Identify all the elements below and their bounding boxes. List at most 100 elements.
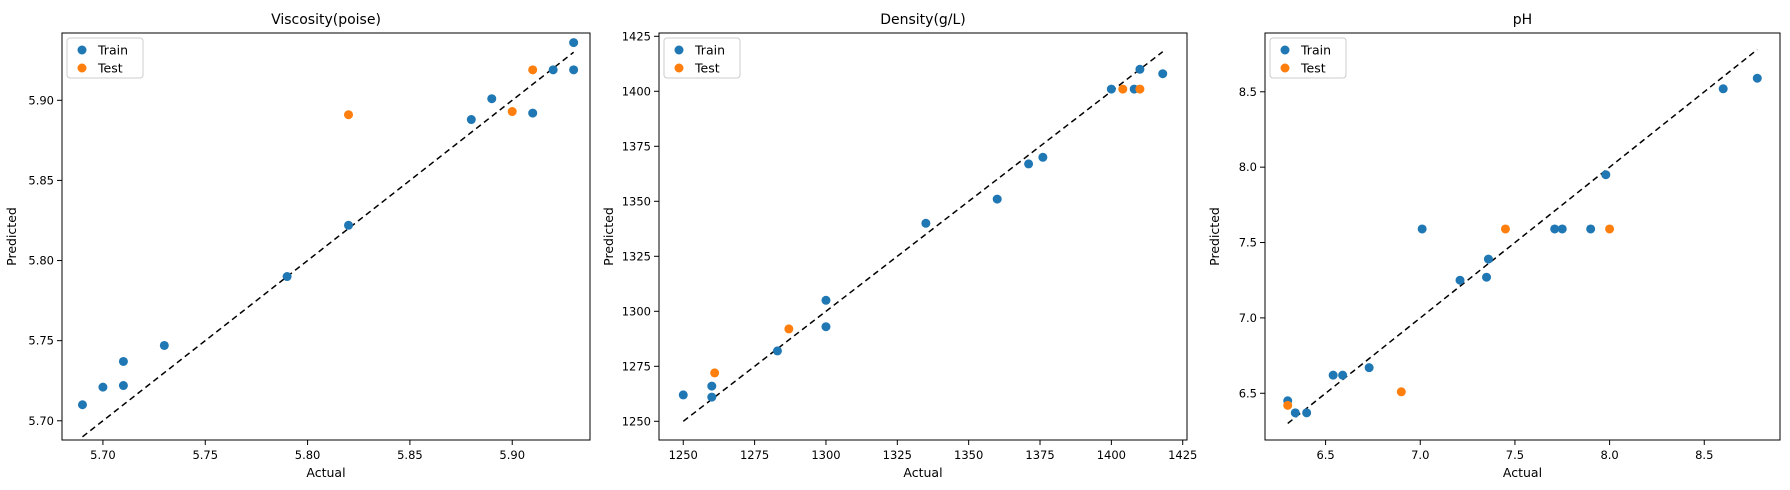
- ideal-fit-line: [1287, 48, 1758, 425]
- y-tick-label: 6.5: [1239, 386, 1257, 400]
- legend-test-marker: [1280, 63, 1290, 73]
- legend-train-label: Train: [97, 43, 128, 58]
- y-tick-label: 7.0: [1239, 311, 1257, 325]
- train-point: [821, 295, 831, 305]
- train-point: [1455, 275, 1465, 285]
- test-point: [344, 110, 354, 120]
- legend-train-marker: [77, 45, 87, 55]
- legend-train-label: Train: [1300, 43, 1331, 58]
- y-tick-label: 1325: [622, 249, 651, 263]
- legend-train-marker: [674, 45, 684, 55]
- train-point: [1290, 408, 1300, 418]
- y-axis-label: Predicted: [1207, 207, 1222, 266]
- y-tick-label: 5.75: [28, 334, 54, 348]
- legend: Train Test: [663, 37, 741, 79]
- train-point: [707, 392, 717, 402]
- chart-1: Density(g/L) 1250 1275 1300 1325 1350 1375 1400…: [601, 12, 1197, 480]
- plot-frame: [1264, 32, 1781, 441]
- legend-test-marker: [674, 63, 684, 73]
- test-point: [1500, 224, 1510, 234]
- train-point: [118, 381, 128, 391]
- train-point: [1417, 224, 1427, 234]
- train-point: [1024, 159, 1034, 169]
- x-tick-label: 1325: [883, 448, 912, 462]
- y-tick-label: 5.80: [28, 254, 54, 268]
- chart-title: pH: [1513, 12, 1532, 28]
- x-tick-label: 7.0: [1411, 448, 1429, 462]
- x-tick-label: 5.80: [295, 448, 321, 462]
- test-point: [1283, 400, 1293, 410]
- x-tick-label: 7.5: [1506, 448, 1524, 462]
- test-point: [528, 65, 538, 75]
- train-point: [707, 381, 717, 391]
- x-tick-label: 5.70: [90, 448, 116, 462]
- ideal-fit-line: [82, 51, 575, 438]
- x-tick-label: 1250: [669, 448, 698, 462]
- test-point: [1396, 387, 1406, 397]
- train-point: [921, 218, 931, 228]
- train-point: [678, 390, 688, 400]
- test-point: [507, 107, 517, 117]
- train-point: [98, 382, 108, 392]
- legend-train-marker: [1280, 45, 1290, 55]
- y-tick-label: 1425: [622, 29, 651, 43]
- legend-test-label: Test: [694, 61, 720, 76]
- legend-test-label: Test: [1300, 61, 1326, 76]
- y-tick-label: 8.0: [1239, 160, 1257, 174]
- x-tick-label: 1400: [1097, 448, 1126, 462]
- train-point: [1752, 73, 1762, 83]
- plot-frame: [61, 32, 591, 441]
- y-axis-label: Predicted: [4, 207, 19, 266]
- train-point: [1718, 84, 1728, 94]
- train-point: [569, 65, 579, 75]
- train-point: [1482, 272, 1492, 282]
- y-tick-label: 1350: [622, 194, 651, 208]
- train-point: [821, 322, 831, 332]
- chart-title: Density(g/L): [880, 12, 966, 28]
- legend-test-label: Test: [97, 61, 123, 76]
- chart-0: Viscosity(poise) 5.70 5.75 5.80 5.85 5.90 5.70…: [4, 12, 591, 480]
- test-point: [710, 368, 720, 378]
- plot-frame: [658, 32, 1188, 441]
- train-point: [1328, 370, 1338, 380]
- legend: Train Test: [1269, 37, 1347, 79]
- y-tick-label: 5.70: [28, 414, 54, 428]
- x-axis-label: Actual: [1503, 465, 1542, 480]
- train-point: [548, 65, 558, 75]
- x-tick-label: 1375: [1025, 448, 1054, 462]
- y-tick-label: 1275: [622, 359, 651, 373]
- x-tick-label: 5.90: [499, 448, 525, 462]
- train-point: [1106, 84, 1116, 94]
- train-point: [1557, 224, 1567, 234]
- train-point: [1338, 370, 1348, 380]
- train-point: [992, 194, 1002, 204]
- x-tick-label: 1275: [740, 448, 769, 462]
- train-point: [1601, 170, 1611, 180]
- train-point: [528, 108, 538, 118]
- train-point: [282, 272, 292, 282]
- x-tick-label: 8.0: [1600, 448, 1618, 462]
- y-tick-label: 1250: [622, 414, 651, 428]
- test-point: [784, 324, 794, 334]
- train-point: [466, 115, 476, 125]
- train-point: [1586, 224, 1596, 234]
- train-point: [1483, 254, 1493, 264]
- x-tick-label: 1300: [811, 448, 840, 462]
- x-tick-label: 8.5: [1695, 448, 1713, 462]
- legend: Train Test: [66, 37, 144, 79]
- x-axis-label: Actual: [306, 465, 345, 480]
- test-point: [1605, 224, 1615, 234]
- x-tick-label: 1350: [954, 448, 983, 462]
- train-point: [1038, 152, 1048, 162]
- y-tick-label: 5.90: [28, 93, 54, 107]
- train-point: [77, 400, 87, 410]
- ideal-fit-line: [682, 51, 1164, 422]
- y-tick-label: 8.5: [1239, 85, 1257, 99]
- y-tick-label: 7.5: [1239, 236, 1257, 250]
- chart-2: pH 6.5 7.0 7.5 8.0 8.5 6.5 7.0 7.5 8.0 8.5 Actual Pr…: [1207, 12, 1781, 480]
- test-point: [1135, 84, 1145, 94]
- train-point: [118, 356, 128, 366]
- x-tick-label: 5.75: [192, 448, 218, 462]
- y-axis-label: Predicted: [601, 207, 616, 266]
